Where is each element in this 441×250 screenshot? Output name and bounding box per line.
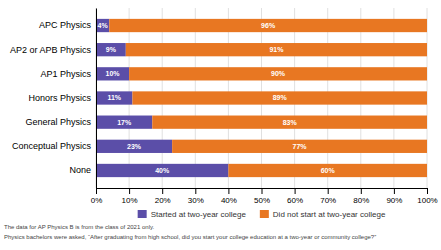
tick: 60% xyxy=(287,188,303,205)
tick-label: 50% xyxy=(254,196,270,205)
bars xyxy=(96,19,427,177)
data-label: 83% xyxy=(283,119,298,126)
legend-label: Did not start at two-year college xyxy=(273,210,386,219)
tick-mark xyxy=(96,188,97,194)
data-label: 90% xyxy=(271,70,286,77)
data-label: 89% xyxy=(273,94,288,101)
footnote: The data for AP Physics B is from the cl… xyxy=(4,224,155,230)
tick-mark xyxy=(295,188,296,194)
tick: 0% xyxy=(91,188,103,205)
tick: General Physics xyxy=(25,117,96,127)
tick-label: AP1 Physics xyxy=(40,69,91,79)
legend: Started at two-year college Did not start… xyxy=(138,210,386,219)
grid-line xyxy=(96,8,97,188)
chart: 4% 9% 10% 11% 17% 23% 40% 96% 91% 90% 89% 83% 77% 60%… xyxy=(0,0,441,250)
tick-mark xyxy=(427,188,428,194)
bar xyxy=(96,164,228,177)
data-label: 91% xyxy=(269,46,284,53)
tick: 100% xyxy=(417,188,437,205)
x-axis: 0% 10% 20% 30% 40% 50% 60% 70% 80% 90% 100% xyxy=(91,188,438,205)
tick: AP1 Physics xyxy=(40,69,96,79)
tick-label: 100% xyxy=(417,196,437,205)
data-label: 17% xyxy=(117,119,132,126)
bar xyxy=(96,140,172,153)
plot: 4% 9% 10% 11% 17% 23% 40% 96% 91% 90% 89% 83% 77% 60%… xyxy=(10,8,438,205)
axis-line xyxy=(96,9,97,189)
tick-label: APC Physics xyxy=(39,20,92,30)
footnotes: The data for AP Physics B is from the cl… xyxy=(4,224,376,240)
tick-label: 80% xyxy=(353,196,369,205)
bar xyxy=(126,43,427,56)
tick-label: General Physics xyxy=(25,117,91,127)
tick-mark xyxy=(129,188,130,194)
tick: 20% xyxy=(155,188,171,205)
tick-mark xyxy=(394,188,395,194)
tick-label: 60% xyxy=(287,196,303,205)
bar xyxy=(96,116,152,129)
data-label: 60% xyxy=(321,167,336,174)
tick-label: 20% xyxy=(155,196,171,205)
tick: Honors Physics xyxy=(28,93,96,103)
bar xyxy=(109,19,427,32)
data-label: 9% xyxy=(106,46,117,53)
y-axis: APC Physics AP2 or APB Physics AP1 Physics… xyxy=(10,9,97,189)
tick-label: 10% xyxy=(122,196,138,205)
legend-swatch xyxy=(260,210,269,218)
tick: None xyxy=(69,165,96,175)
legend-label: Started at two-year college xyxy=(151,210,247,219)
data-label: 4% xyxy=(98,22,109,29)
legend-item: Started at two-year college xyxy=(138,210,247,219)
data-label: 96% xyxy=(261,22,276,29)
data-labels: 4% 9% 10% 11% 17% 23% 40% 96% 91% 90% 89% 83% 77% 60% xyxy=(98,22,336,174)
data-label: 23% xyxy=(127,143,142,150)
tick-label: 90% xyxy=(386,196,402,205)
bar xyxy=(96,43,126,56)
bar xyxy=(172,140,427,153)
tick: 50% xyxy=(254,188,270,205)
tick: 10% xyxy=(122,188,138,205)
bar xyxy=(96,19,109,32)
tick: AP2 or APB Physics xyxy=(10,45,96,55)
tick-mark xyxy=(228,188,229,194)
bar xyxy=(132,91,427,104)
tick-label: Conceptual Physics xyxy=(12,141,92,151)
bar xyxy=(129,67,427,80)
footnote: Physics bachelors were asked, “After gra… xyxy=(4,234,376,240)
data-label: 40% xyxy=(155,167,170,174)
data-label: 11% xyxy=(107,94,121,101)
tick-mark xyxy=(262,188,263,194)
tick: 30% xyxy=(188,188,204,205)
bar xyxy=(152,116,427,129)
legend-item: Did not start at two-year college xyxy=(260,210,386,219)
grid xyxy=(96,8,427,188)
tick: Conceptual Physics xyxy=(12,141,96,151)
tick-mark xyxy=(195,188,196,194)
tick: 90% xyxy=(386,188,402,205)
tick-label: None xyxy=(69,165,91,175)
tick-label: AP2 or APB Physics xyxy=(10,45,92,55)
tick: 70% xyxy=(320,188,336,205)
tick-mark xyxy=(328,188,329,194)
legend-swatch xyxy=(138,210,147,218)
bar xyxy=(96,91,132,104)
tick: 40% xyxy=(221,188,237,205)
data-label: 10% xyxy=(106,70,121,77)
tick-mark xyxy=(361,188,362,194)
tick-label: 0% xyxy=(91,196,103,205)
bar xyxy=(96,67,129,80)
bar xyxy=(228,164,427,177)
data-label: 77% xyxy=(293,143,308,150)
tick: 80% xyxy=(353,188,369,205)
tick-label: Honors Physics xyxy=(28,93,91,103)
tick-mark xyxy=(162,188,163,194)
tick-label: 30% xyxy=(188,196,204,205)
series xyxy=(109,19,427,177)
tick-label: 40% xyxy=(221,196,237,205)
tick-label: 70% xyxy=(320,196,336,205)
tick: APC Physics xyxy=(39,20,96,30)
